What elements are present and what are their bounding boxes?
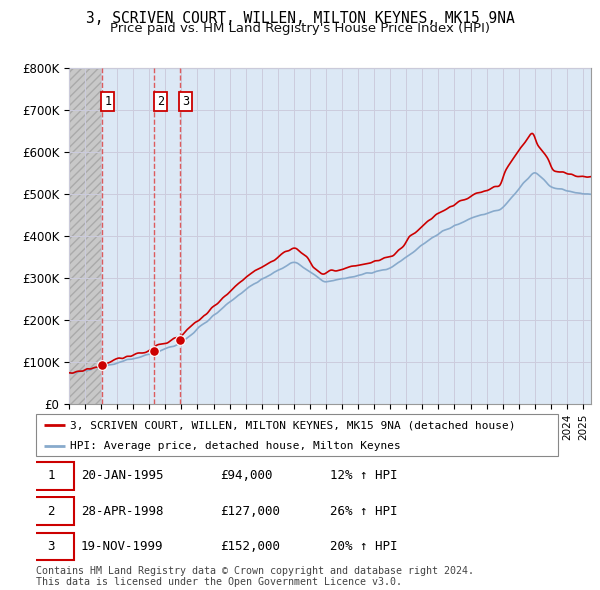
Text: This data is licensed under the Open Government Licence v3.0.: This data is licensed under the Open Gov… (36, 577, 402, 587)
FancyBboxPatch shape (28, 533, 74, 560)
FancyBboxPatch shape (28, 462, 74, 490)
FancyBboxPatch shape (28, 497, 74, 525)
Text: Price paid vs. HM Land Registry's House Price Index (HPI): Price paid vs. HM Land Registry's House … (110, 22, 490, 35)
Text: 3: 3 (182, 95, 189, 108)
Text: 2: 2 (157, 95, 164, 108)
Text: 3: 3 (47, 540, 55, 553)
Bar (69, 68, 101, 404)
Text: 19-NOV-1999: 19-NOV-1999 (80, 540, 163, 553)
Text: 26% ↑ HPI: 26% ↑ HPI (330, 504, 398, 518)
Text: 1: 1 (104, 95, 112, 108)
Text: 20-JAN-1995: 20-JAN-1995 (80, 469, 163, 483)
Text: £127,000: £127,000 (220, 504, 280, 518)
Bar (69, 68, 101, 404)
Text: 28-APR-1998: 28-APR-1998 (80, 504, 163, 518)
Text: 2: 2 (47, 504, 55, 518)
Text: 12% ↑ HPI: 12% ↑ HPI (330, 469, 398, 483)
Text: £94,000: £94,000 (220, 469, 272, 483)
Text: Contains HM Land Registry data © Crown copyright and database right 2024.: Contains HM Land Registry data © Crown c… (36, 566, 474, 576)
Text: £152,000: £152,000 (220, 540, 280, 553)
FancyBboxPatch shape (36, 414, 559, 457)
Text: 1: 1 (47, 469, 55, 483)
Text: 3, SCRIVEN COURT, WILLEN, MILTON KEYNES, MK15 9NA: 3, SCRIVEN COURT, WILLEN, MILTON KEYNES,… (86, 11, 514, 25)
Text: 20% ↑ HPI: 20% ↑ HPI (330, 540, 398, 553)
Text: HPI: Average price, detached house, Milton Keynes: HPI: Average price, detached house, Milt… (70, 441, 401, 451)
Text: 3, SCRIVEN COURT, WILLEN, MILTON KEYNES, MK15 9NA (detached house): 3, SCRIVEN COURT, WILLEN, MILTON KEYNES,… (70, 421, 515, 430)
